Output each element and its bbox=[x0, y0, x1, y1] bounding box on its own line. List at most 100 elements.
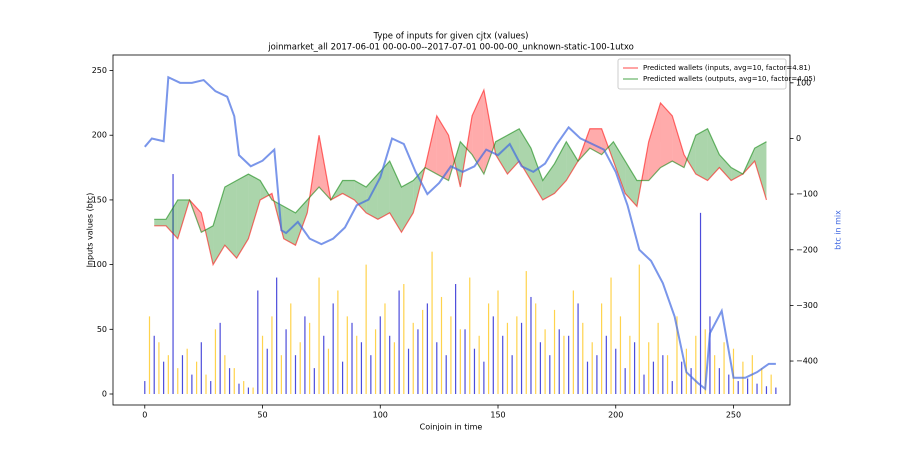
bar bbox=[544, 329, 546, 395]
chart-subtitle: joinmarket_all 2017-06-01 00-00-00--2017… bbox=[267, 43, 634, 53]
bar bbox=[473, 348, 476, 395]
bar bbox=[158, 342, 160, 395]
fill-area bbox=[519, 128, 531, 181]
bar bbox=[770, 374, 772, 395]
bar bbox=[695, 335, 697, 395]
bar bbox=[393, 342, 395, 395]
bar bbox=[699, 212, 702, 395]
legend-label: Predicted wallets (inputs, avg=10, facto… bbox=[643, 64, 811, 72]
bar bbox=[483, 361, 485, 395]
bar bbox=[304, 316, 306, 395]
bar bbox=[148, 316, 151, 395]
bar bbox=[280, 355, 282, 395]
bar bbox=[638, 264, 640, 395]
y-tick-label: 250 bbox=[92, 66, 107, 75]
bar bbox=[417, 329, 419, 395]
fill-area bbox=[495, 135, 508, 175]
line bbox=[154, 127, 767, 234]
fill-area bbox=[436, 115, 449, 181]
x-tick-label: 150 bbox=[490, 411, 505, 420]
bar bbox=[403, 284, 405, 395]
bar bbox=[243, 381, 245, 395]
x-tick-label: 250 bbox=[726, 411, 741, 420]
bar bbox=[681, 361, 683, 395]
fill-area bbox=[660, 102, 673, 168]
y-tick-label: 200 bbox=[92, 131, 107, 140]
line bbox=[144, 75, 776, 391]
bar bbox=[718, 368, 720, 395]
line bbox=[154, 87, 768, 267]
fill-area bbox=[672, 115, 685, 168]
bar bbox=[374, 329, 377, 395]
bar bbox=[299, 342, 301, 395]
bar bbox=[643, 374, 645, 395]
fill-area bbox=[530, 148, 543, 200]
plot-frame bbox=[112, 54, 791, 406]
y2-tick-label: −200 bbox=[796, 245, 818, 254]
bar bbox=[426, 303, 428, 395]
legend-box bbox=[617, 58, 787, 90]
bar bbox=[318, 277, 320, 395]
x-tick-label: 100 bbox=[373, 411, 388, 420]
y2-tick-label: 0 bbox=[796, 134, 801, 143]
fill-area bbox=[389, 161, 402, 233]
bar bbox=[228, 368, 231, 395]
bar bbox=[450, 316, 452, 395]
bar bbox=[756, 383, 758, 395]
y2-tick-label: 100 bbox=[796, 78, 811, 87]
bar bbox=[327, 348, 330, 395]
bar bbox=[271, 316, 273, 395]
bar bbox=[662, 355, 664, 395]
fill-area bbox=[260, 180, 270, 200]
fill-area bbox=[154, 219, 166, 226]
bar bbox=[261, 335, 264, 395]
x-tick-label: 0 bbox=[142, 411, 147, 420]
fill-area bbox=[236, 174, 249, 259]
bar bbox=[365, 264, 367, 395]
bar bbox=[601, 303, 603, 395]
bar bbox=[478, 335, 480, 395]
bar bbox=[181, 355, 184, 395]
fill-area bbox=[686, 135, 696, 175]
bar bbox=[502, 335, 504, 395]
bar bbox=[732, 348, 735, 395]
bar bbox=[436, 342, 438, 395]
y-tick-label: 150 bbox=[92, 195, 107, 204]
bar bbox=[553, 309, 556, 395]
y2-tick-label: −400 bbox=[796, 357, 818, 366]
fill-area bbox=[554, 141, 567, 194]
fill-area bbox=[213, 186, 225, 265]
bar bbox=[337, 290, 339, 395]
fill-area bbox=[224, 180, 237, 259]
bar bbox=[469, 277, 471, 395]
x-tick-label: 50 bbox=[257, 411, 267, 420]
bar bbox=[676, 316, 678, 395]
fill-area bbox=[613, 141, 626, 194]
bar bbox=[440, 296, 443, 395]
bar bbox=[205, 374, 207, 395]
bar bbox=[487, 303, 490, 395]
bar bbox=[219, 322, 221, 395]
bar bbox=[761, 368, 763, 395]
bar bbox=[285, 329, 287, 395]
fill-area bbox=[283, 206, 296, 246]
bar bbox=[290, 303, 292, 395]
bar bbox=[186, 348, 188, 395]
chart-title: Type of inputs for given cjtx (values) bbox=[373, 32, 529, 42]
bar bbox=[464, 329, 466, 395]
bar bbox=[172, 174, 174, 395]
fill-area bbox=[648, 102, 661, 181]
fill-area bbox=[719, 154, 732, 181]
bar bbox=[591, 342, 593, 395]
fill-area bbox=[472, 89, 484, 175]
bar bbox=[535, 303, 537, 395]
bar bbox=[648, 342, 650, 395]
fill-area bbox=[754, 141, 767, 200]
bar bbox=[586, 361, 589, 395]
bar bbox=[200, 342, 202, 395]
fill-area bbox=[542, 163, 555, 200]
bar bbox=[356, 335, 358, 395]
bar bbox=[619, 316, 622, 395]
bar bbox=[195, 361, 198, 395]
bar bbox=[407, 348, 410, 395]
